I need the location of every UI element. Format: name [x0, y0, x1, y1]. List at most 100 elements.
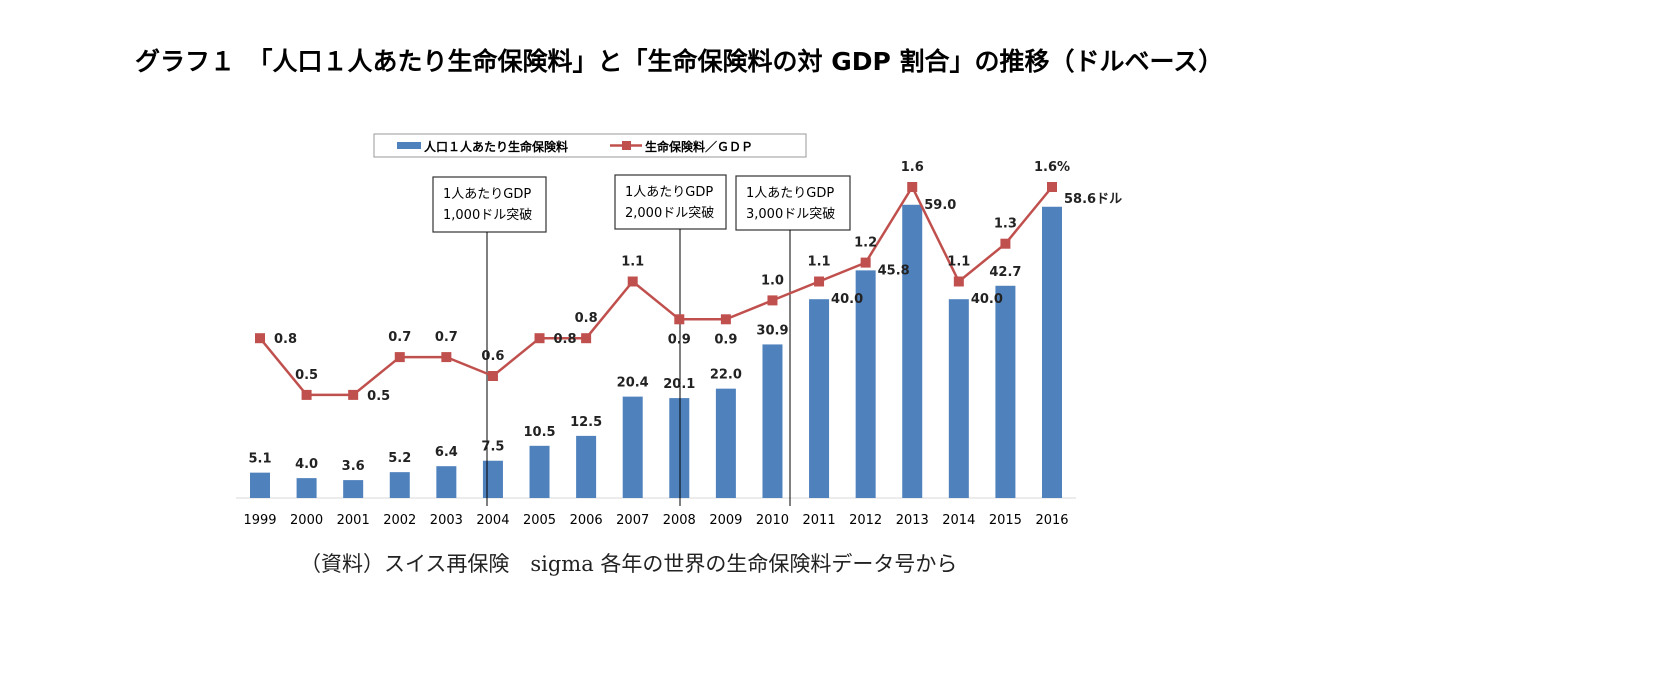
bar-2007 [622, 396, 643, 498]
annotation-text: 1人あたりGDP [746, 186, 834, 201]
bar-2008 [669, 398, 690, 498]
ratio-marker-2005 [534, 333, 545, 344]
ratio-marker-1999 [255, 333, 265, 344]
bar-label: 22.0 [710, 368, 742, 383]
line-label: 1.3 [994, 217, 1017, 232]
ratio-marker-2012 [860, 257, 871, 268]
source-note: （資料）スイス再保険 sigma 各年の世界の生命保険料データ号から [300, 552, 958, 576]
bar-2001 [343, 480, 364, 498]
legend-bar-label: 人口１人あたり生命保険料 [424, 139, 568, 154]
line-label: 0.8 [575, 311, 598, 326]
bar-2013 [902, 204, 923, 498]
annotation-box [735, 175, 851, 231]
bar-label: 59.0 [924, 198, 956, 213]
ratio-marker-2001 [348, 389, 359, 400]
bar-label: 12.5 [570, 415, 602, 430]
bar-2012 [855, 270, 876, 498]
line-label: 0.5 [295, 368, 318, 383]
line-label: 0.9 [668, 332, 691, 347]
line-label: 1.2 [854, 236, 877, 251]
x-tick-label: 2007 [616, 513, 649, 528]
line-label: 0.7 [388, 330, 411, 345]
line-label: 0.9 [714, 332, 737, 347]
bar-label: 7.5 [481, 440, 504, 455]
bar-label: 4.0 [295, 457, 318, 472]
line-label: 0.5 [367, 389, 390, 404]
bar-label: 30.9 [756, 323, 788, 338]
x-tick-label: 2000 [290, 513, 323, 528]
bar-2000 [296, 478, 317, 498]
bar-2004 [482, 460, 503, 498]
x-tick-label: 2006 [570, 513, 603, 528]
x-tick-label: 2008 [663, 513, 696, 528]
bar-2011 [809, 299, 830, 498]
bar-2006 [576, 435, 597, 498]
ratio-line [259, 184, 1053, 397]
legend-box [373, 133, 807, 158]
bar-2015 [995, 285, 1016, 498]
annotation-box [432, 176, 547, 233]
annotation-box [614, 174, 727, 230]
bar-2009 [715, 388, 736, 498]
bar-2002 [389, 472, 410, 498]
ratio-marker-2000 [301, 389, 312, 400]
x-tick-label: 2013 [896, 513, 929, 528]
ratio-marker-2011 [814, 276, 825, 287]
bar-1999 [250, 472, 270, 498]
bar-label: 20.4 [617, 376, 649, 391]
ratio-marker-2008 [674, 314, 685, 325]
bar-label: 5.1 [248, 452, 271, 467]
bar-label: 42.7 [989, 265, 1021, 280]
annotation-text: 1人あたりGDP [625, 185, 713, 200]
bar-label: 20.1 [663, 377, 695, 392]
bar-2010 [762, 344, 783, 498]
bar-label: 6.4 [435, 445, 458, 460]
line-label: 1.0 [761, 273, 784, 288]
annotation-text: 2,000ドル突破 [625, 205, 714, 221]
bar-label: 45.8 [878, 263, 910, 278]
bar-2016 [1042, 206, 1062, 498]
x-tick-label: 2005 [523, 513, 556, 528]
line-label: 0.7 [435, 330, 458, 345]
bar-label: 10.5 [523, 425, 555, 440]
bar-label: 3.6 [342, 459, 365, 474]
legend-bar-swatch [397, 142, 421, 149]
ratio-marker-2010 [767, 295, 778, 306]
line-label: 0.8 [274, 332, 297, 347]
line-label: 1.1 [947, 255, 970, 270]
x-tick-label: 2014 [942, 513, 975, 528]
bar-label: 40.0 [831, 292, 863, 307]
x-tick-label: 2003 [430, 513, 463, 528]
ratio-marker-2016 [1047, 182, 1057, 192]
annotation-text: 1人あたりGDP [443, 187, 531, 202]
x-tick-label: 2009 [709, 513, 742, 528]
x-tick-label: 2011 [803, 513, 836, 528]
ratio-marker-2006 [581, 333, 592, 344]
bar-2003 [436, 466, 457, 498]
x-tick-label: 2016 [1035, 513, 1068, 528]
annotation-text: 3,000ドル突破 [746, 206, 835, 222]
line-label: 1.1 [808, 255, 831, 270]
bar-2005 [529, 445, 550, 498]
ratio-marker-2013 [907, 182, 918, 192]
ratio-marker-2014 [953, 276, 964, 287]
bar-label: 58.6ドル [1064, 192, 1122, 207]
ratio-marker-2007 [627, 276, 638, 287]
legend-line-label: 生命保険料／ＧＤＰ [645, 139, 753, 154]
ratio-marker-2003 [441, 352, 452, 363]
chart-title: グラフ１ 「人口１人あたり生命保険料」と「生命保険料の対 GDP 割合」の推移（… [135, 47, 1224, 76]
x-tick-label: 2001 [337, 513, 370, 528]
ratio-marker-2009 [720, 314, 731, 325]
line-label: 1.6% [1034, 160, 1070, 175]
x-tick-label: 2015 [989, 513, 1022, 528]
x-tick-label: 2004 [476, 513, 509, 528]
ratio-marker-2004 [487, 371, 498, 381]
annotation-text: 1,000ドル突破 [443, 207, 532, 223]
ratio-marker-2002 [394, 352, 405, 363]
x-tick-label: 2002 [383, 513, 416, 528]
ratio-marker-2015 [1000, 238, 1011, 249]
line-label: 1.6 [901, 160, 924, 175]
bar-2014 [948, 299, 969, 498]
x-tick-label: 1999 [243, 513, 276, 528]
